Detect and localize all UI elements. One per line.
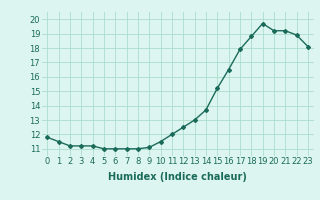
X-axis label: Humidex (Indice chaleur): Humidex (Indice chaleur) — [108, 172, 247, 182]
